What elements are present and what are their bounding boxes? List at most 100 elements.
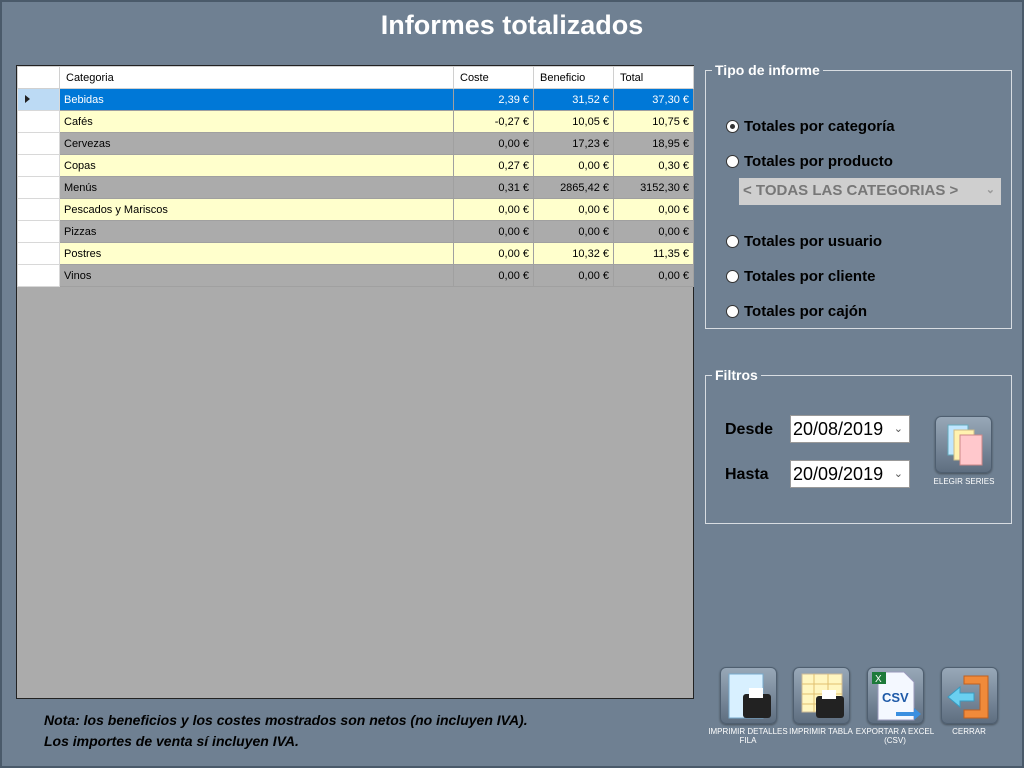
imprimir-tabla-button[interactable] bbox=[793, 667, 850, 724]
radio-label: Totales por producto bbox=[744, 153, 893, 170]
radio-option[interactable]: Totales por cliente bbox=[726, 268, 875, 285]
report-grid[interactable]: Categoria Coste Beneficio Total Bebidas 2… bbox=[16, 65, 694, 699]
cell-coste: -0,27 € bbox=[453, 110, 534, 133]
category-select-value: < TODAS LAS CATEGORIAS > bbox=[743, 182, 959, 199]
grid-header: Categoria Coste Beneficio Total bbox=[17, 66, 694, 89]
chevron-down-icon: ⌄ bbox=[893, 468, 903, 480]
cerrar-button[interactable] bbox=[941, 667, 998, 724]
cell-coste: 0,27 € bbox=[453, 154, 534, 177]
print-receipt-icon bbox=[728, 673, 771, 719]
table-row[interactable]: Menús 0,31 €2865,42 €3152,30 € bbox=[17, 176, 694, 199]
cell-categoria: Vinos bbox=[59, 264, 454, 287]
desde-value: 20/08/2019 bbox=[793, 419, 884, 439]
cerrar-label: CERRAR bbox=[952, 727, 986, 736]
note-line-2: Los importes de venta sí incluyen IVA. bbox=[44, 733, 299, 749]
note-line-1: Nota: los beneficios y los costes mostra… bbox=[44, 712, 528, 728]
cell-categoria: Bebidas bbox=[59, 88, 454, 111]
cell-categoria: Cafés bbox=[59, 110, 454, 133]
row-header[interactable] bbox=[17, 110, 60, 133]
column-header-categoria[interactable]: Categoria bbox=[59, 66, 454, 89]
table-row[interactable]: Pizzas 0,00 €0,00 €0,00 € bbox=[17, 220, 694, 243]
receipts-icon bbox=[947, 424, 983, 466]
cell-total: 3152,30 € bbox=[613, 176, 694, 199]
radio-option[interactable]: Totales por usuario bbox=[726, 233, 882, 250]
hasta-date-picker[interactable]: 20/09/2019 ⌄ bbox=[790, 460, 910, 488]
exportar-csv-button[interactable]: X CSV bbox=[867, 667, 924, 724]
tipo-informe-legend: Tipo de informe bbox=[715, 62, 820, 78]
cell-categoria: Pizzas bbox=[59, 220, 454, 243]
cell-beneficio: 31,52 € bbox=[533, 88, 614, 111]
cell-coste: 0,00 € bbox=[453, 132, 534, 155]
radio-option[interactable]: Totales por cajón bbox=[726, 303, 867, 320]
imprimir-tabla-label: IMPRIMIR TABLA bbox=[789, 727, 853, 736]
table-row[interactable]: Cervezas 0,00 €17,23 €18,95 € bbox=[17, 132, 694, 155]
page-title: Informes totalizados bbox=[380, 10, 644, 40]
cell-categoria: Menús bbox=[59, 176, 454, 199]
cell-beneficio: 0,00 € bbox=[533, 264, 614, 287]
elegir-series-button[interactable] bbox=[935, 416, 992, 473]
row-header[interactable] bbox=[17, 198, 60, 221]
radio-label: Totales por usuario bbox=[744, 233, 883, 250]
cell-beneficio: 0,00 € bbox=[533, 154, 614, 177]
radio-option[interactable]: Totales por categoría bbox=[726, 118, 895, 135]
cell-total: 0,30 € bbox=[613, 154, 694, 177]
note: Nota: los beneficios y los costes mostra… bbox=[44, 710, 528, 752]
table-row[interactable]: Bebidas 2,39 €31,52 €37,30 € bbox=[17, 88, 694, 111]
cell-total: 18,95 € bbox=[613, 132, 694, 155]
imprimir-detalles-fila-label: IMPRIMIR DETALLES FILA bbox=[708, 727, 788, 745]
elegir-series-label: ELEGIR SERIES bbox=[933, 477, 995, 486]
chevron-down-icon: ⌄ bbox=[985, 184, 995, 196]
table-row[interactable]: Cafés -0,27 €10,05 €10,75 € bbox=[17, 110, 694, 133]
current-row-arrow-icon bbox=[25, 94, 30, 103]
column-header-beneficio[interactable]: Beneficio bbox=[533, 66, 614, 89]
svg-text:CSV: CSV bbox=[882, 690, 909, 705]
column-header-total[interactable]: Total bbox=[613, 66, 694, 89]
cell-coste: 0,31 € bbox=[453, 176, 534, 199]
cell-total: 10,75 € bbox=[613, 110, 694, 133]
radio-option[interactable]: Totales por producto bbox=[726, 153, 893, 170]
cell-coste: 2,39 € bbox=[453, 88, 534, 111]
filtros-group: Filtros bbox=[705, 367, 1012, 524]
row-header[interactable] bbox=[17, 132, 60, 155]
cell-beneficio: 10,05 € bbox=[533, 110, 614, 133]
radio-icon[interactable] bbox=[726, 120, 739, 133]
cell-total: 0,00 € bbox=[613, 264, 694, 287]
cell-total: 0,00 € bbox=[613, 220, 694, 243]
exit-icon bbox=[947, 675, 989, 719]
cell-total: 11,35 € bbox=[613, 242, 694, 265]
table-row[interactable]: Vinos 0,00 €0,00 €0,00 € bbox=[17, 264, 694, 287]
cell-coste: 0,00 € bbox=[453, 242, 534, 265]
row-header[interactable] bbox=[17, 220, 60, 243]
table-row[interactable]: Copas 0,27 €0,00 €0,30 € bbox=[17, 154, 694, 177]
row-header[interactable] bbox=[17, 88, 60, 111]
radio-icon[interactable] bbox=[726, 235, 739, 248]
table-row[interactable]: Pescados y Mariscos 0,00 €0,00 €0,00 € bbox=[17, 198, 694, 221]
cell-beneficio: 10,32 € bbox=[533, 242, 614, 265]
desde-date-picker[interactable]: 20/08/2019 ⌄ bbox=[790, 415, 910, 443]
cell-coste: 0,00 € bbox=[453, 198, 534, 221]
cell-beneficio: 17,23 € bbox=[533, 132, 614, 155]
cell-beneficio: 0,00 € bbox=[533, 198, 614, 221]
radio-label: Totales por categoría bbox=[744, 118, 895, 135]
exportar-csv-label: EXPORTAR A EXCEL (CSV) bbox=[855, 727, 935, 745]
radio-icon[interactable] bbox=[726, 270, 739, 283]
cell-coste: 0,00 € bbox=[453, 220, 534, 243]
row-header[interactable] bbox=[17, 176, 60, 199]
svg-text:X: X bbox=[875, 674, 882, 685]
row-header[interactable] bbox=[17, 264, 60, 287]
row-header-corner bbox=[17, 66, 60, 89]
column-header-coste[interactable]: Coste bbox=[453, 66, 534, 89]
cell-categoria: Cervezas bbox=[59, 132, 454, 155]
category-select[interactable]: < TODAS LAS CATEGORIAS > ⌄ bbox=[739, 178, 1001, 205]
radio-icon[interactable] bbox=[726, 305, 739, 318]
cell-categoria: Postres bbox=[59, 242, 454, 265]
table-row[interactable]: Postres 0,00 €10,32 €11,35 € bbox=[17, 242, 694, 265]
filtros-legend: Filtros bbox=[715, 367, 758, 383]
imprimir-detalles-fila-button[interactable] bbox=[720, 667, 777, 724]
row-header[interactable] bbox=[17, 154, 60, 177]
cell-categoria: Pescados y Mariscos bbox=[59, 198, 454, 221]
cell-total: 0,00 € bbox=[613, 198, 694, 221]
radio-icon[interactable] bbox=[726, 155, 739, 168]
row-header[interactable] bbox=[17, 242, 60, 265]
